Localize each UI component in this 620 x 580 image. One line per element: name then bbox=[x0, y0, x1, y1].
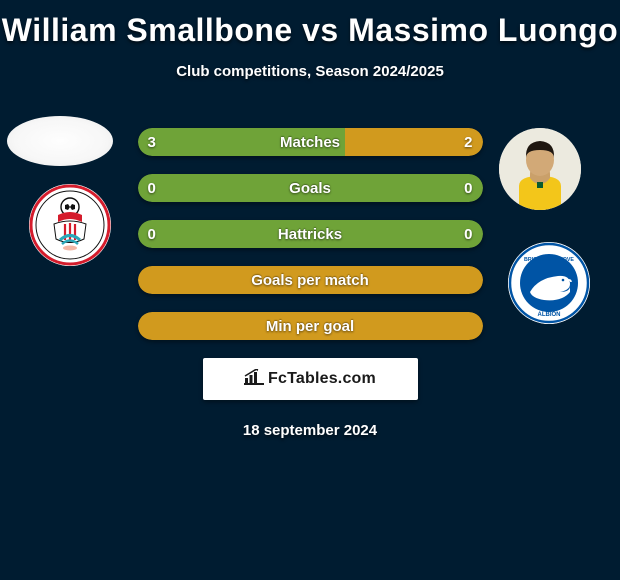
stat-row: Goals0 0 bbox=[138, 174, 483, 202]
stat-bars: Matches32Goals00Hattricks00Goals per mat… bbox=[138, 108, 483, 340]
svg-text:ALBION: ALBION bbox=[538, 312, 561, 318]
comparison-subtitle: Club competitions, Season 2024/2025 bbox=[0, 63, 620, 80]
brand-chart-icon bbox=[244, 369, 264, 390]
stat-label: Goals per match bbox=[138, 266, 483, 294]
brand-box: FcTables.com bbox=[203, 358, 418, 400]
stat-value-p1: 0 bbox=[148, 174, 156, 202]
stat-label: Hattricks bbox=[138, 220, 483, 248]
stat-value-p2: 2 bbox=[464, 128, 472, 156]
generation-date: 18 september 2024 bbox=[0, 422, 620, 439]
stat-value-p2: 0 bbox=[464, 174, 472, 202]
comparison-content: BRIGHTON & HOVE ALBION Matches32Goals00H… bbox=[0, 108, 620, 439]
player1-portrait bbox=[7, 116, 113, 166]
stat-row: Goals per match bbox=[138, 266, 483, 294]
stat-value-p1: 0 bbox=[148, 220, 156, 248]
svg-text:BRIGHTON & HOVE: BRIGHTON & HOVE bbox=[524, 257, 574, 263]
stat-label: Goals bbox=[138, 174, 483, 202]
player2-portrait bbox=[499, 128, 581, 210]
comparison-title: William Smallbone vs Massimo Luongo bbox=[0, 0, 620, 49]
stat-value-p1: 3 bbox=[148, 128, 156, 156]
stat-label: Min per goal bbox=[138, 312, 483, 340]
stat-row: Min per goal bbox=[138, 312, 483, 340]
player1-club-logo bbox=[29, 184, 111, 266]
brand-text: FcTables.com bbox=[268, 370, 376, 388]
stat-label: Matches bbox=[138, 128, 483, 156]
player2-club-logo: BRIGHTON & HOVE ALBION bbox=[508, 242, 590, 324]
stat-value-p2: 0 bbox=[464, 220, 472, 248]
stat-row: Hattricks0 0 bbox=[138, 220, 483, 248]
stat-row: Matches3 2 bbox=[138, 128, 483, 156]
